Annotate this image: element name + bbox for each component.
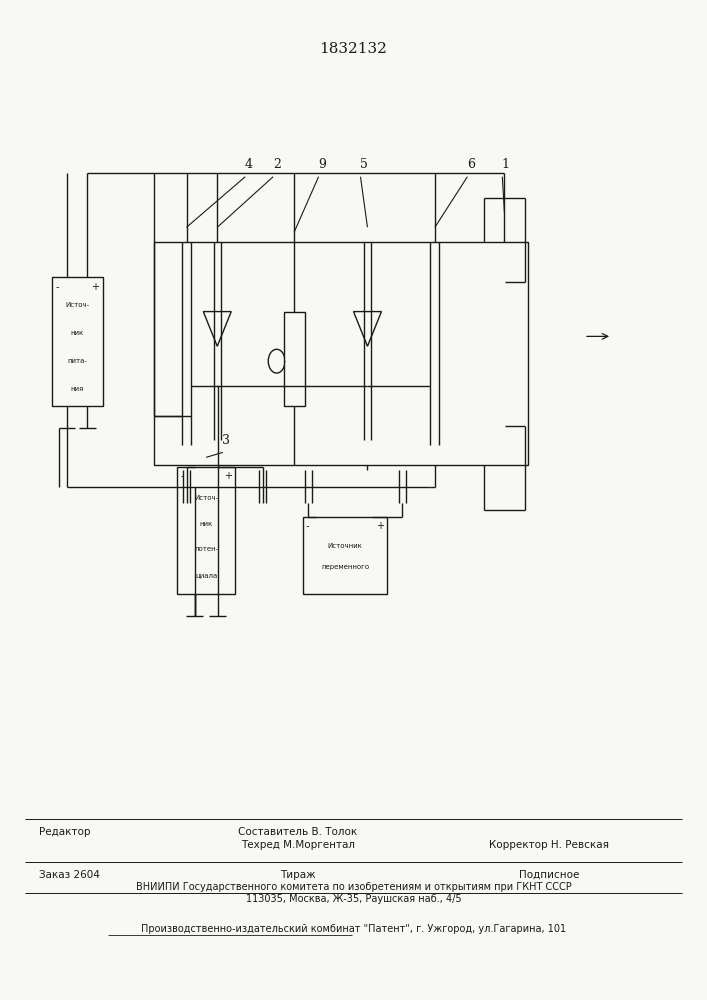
Text: 3: 3 [222,434,230,447]
Text: циала: циала [195,572,217,578]
Text: ник: ник [199,521,213,527]
Text: ник: ник [71,330,84,336]
Text: -: - [55,282,59,292]
Text: Тираж: Тираж [280,870,315,880]
Text: ВНИИПИ Государственного комитета по изобретениям и открытиям при ГКНТ СССР: ВНИИПИ Государственного комитета по изоб… [136,882,571,892]
Text: потен-: потен- [194,546,218,552]
Bar [177,467,235,594]
Text: 2: 2 [273,158,281,171]
Text: Корректор Н. Ревская: Корректор Н. Ревская [489,840,609,850]
Polygon shape [204,312,231,346]
Bar [154,242,528,465]
Text: Источник: Источник [327,543,363,549]
Text: пита-: пита- [67,358,87,364]
Bar [284,312,305,406]
Text: Заказ 2604: Заказ 2604 [39,870,100,880]
Text: 1832132: 1832132 [320,42,387,56]
Text: 4: 4 [245,158,252,171]
Text: ния: ния [71,386,84,392]
Text: 9: 9 [318,158,326,171]
Text: 5: 5 [360,158,368,171]
Text: Техред М.Моргентал: Техред М.Моргентал [240,840,355,850]
Bar [52,277,103,406]
Text: Источ-: Источ- [194,495,218,501]
Text: -: - [180,471,184,481]
Text: 113035, Москва, Ж-35, Раушская наб., 4/5: 113035, Москва, Ж-35, Раушская наб., 4/5 [246,894,461,904]
Polygon shape [354,312,382,346]
Text: переменного: переменного [321,564,369,570]
Text: -: - [306,521,310,531]
Text: +: + [224,471,232,481]
Bar [303,517,387,594]
Text: Источ-: Источ- [65,302,89,308]
Text: Редактор: Редактор [39,827,90,837]
Text: Составитель В. Толок: Составитель В. Толок [238,827,357,837]
Text: +: + [91,282,99,292]
Text: +: + [376,521,384,531]
Text: Производственно-издательский комбинат "Патент", г. Ужгород, ул.Гагарина, 101: Производственно-издательский комбинат "П… [141,924,566,934]
Text: 6: 6 [467,158,475,171]
Text: 1: 1 [502,158,510,171]
Text: Подписное: Подписное [519,870,579,880]
